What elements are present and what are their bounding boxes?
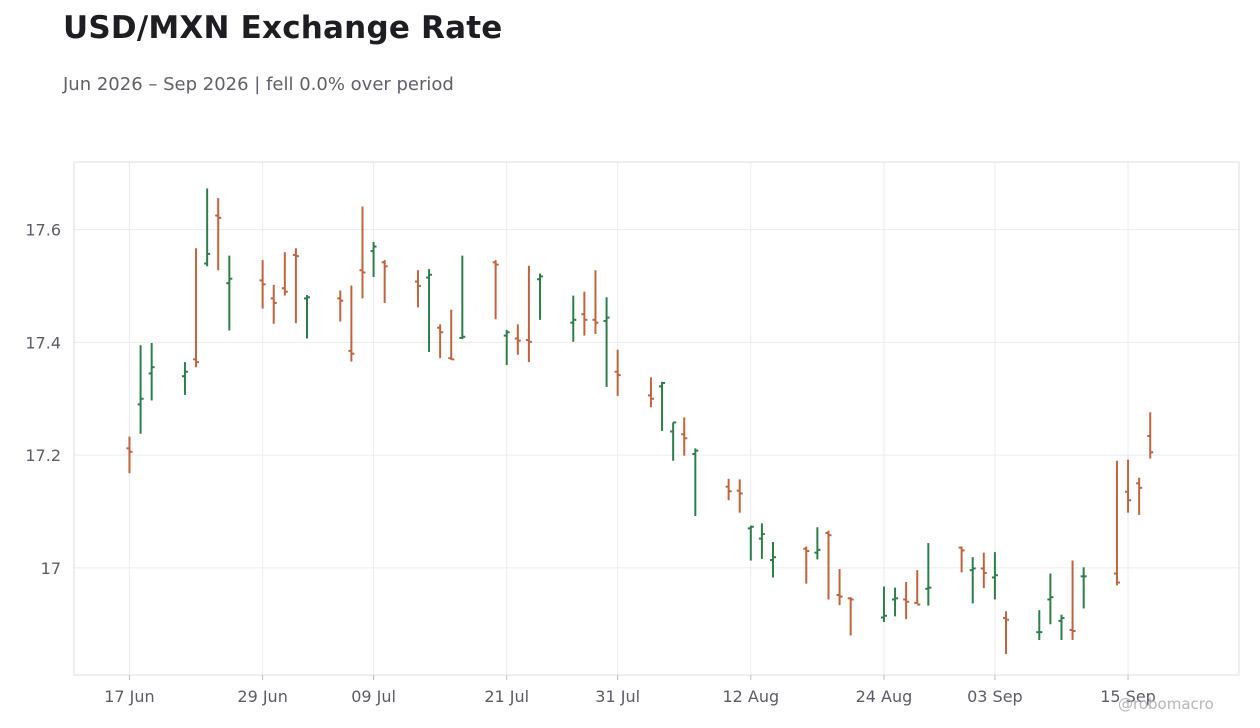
ohlc-bar xyxy=(770,541,776,578)
x-tick-label: 15 Sep xyxy=(1100,687,1156,706)
ohlc-bar xyxy=(681,417,688,456)
ohlc-bar xyxy=(991,552,998,600)
ohlc-bar xyxy=(647,377,654,408)
ohlc-bar xyxy=(980,552,987,589)
ohlc-bar xyxy=(437,324,444,359)
ohlc-bar xyxy=(137,345,144,434)
ohlc-bar xyxy=(359,206,366,299)
ohlc-bar xyxy=(459,255,466,340)
ohlc-bar xyxy=(758,523,765,559)
ohlc-bar xyxy=(1125,459,1132,513)
ohlc-bar xyxy=(614,349,621,396)
ohlc-bar xyxy=(880,586,887,623)
ohlc-bar xyxy=(692,448,699,517)
ohlc-bar xyxy=(969,557,976,604)
ohlc-bar xyxy=(292,248,299,324)
x-tick-label: 31 Jul xyxy=(595,687,640,706)
x-tick-label: 21 Jul xyxy=(484,687,529,706)
ohlc-bar xyxy=(1113,460,1120,586)
y-tick-label: 17.2 xyxy=(25,446,61,465)
y-tick-label: 17.6 xyxy=(25,221,61,240)
ohlc-bar xyxy=(381,260,388,303)
ohlc-bar xyxy=(825,530,832,600)
x-tick-label: 03 Sep xyxy=(967,687,1023,706)
ohlc-bar xyxy=(925,543,932,606)
ohlc-bar xyxy=(847,597,854,636)
ohlc-bar xyxy=(1147,412,1154,459)
ohlc-bar xyxy=(892,587,899,617)
ohlc-bar xyxy=(747,525,754,561)
ohlc-bar xyxy=(204,188,211,267)
ohlc-bar xyxy=(1036,610,1043,641)
ohlc-bar xyxy=(537,273,543,320)
ohlc-bar xyxy=(492,260,499,320)
ohlc-bar xyxy=(659,381,666,431)
ohlc-bar xyxy=(903,581,910,620)
x-tick-label: 29 Jun xyxy=(237,687,287,706)
ohlc-bar xyxy=(570,295,577,342)
ohlc-bar xyxy=(525,265,532,363)
ohlc-bar xyxy=(1047,573,1054,625)
ohlc-bar xyxy=(259,260,266,309)
ohlc-bar xyxy=(370,242,377,278)
x-axis: 17 Jun 29 Jun 09 Jul 21 Jul 31 Jul 12 Aug 24 A… xyxy=(104,675,1156,706)
ohlc-bar xyxy=(270,284,277,324)
ohlc-bar xyxy=(514,324,521,355)
ohlc-bar xyxy=(1003,611,1009,655)
x-tick-label: 24 Aug xyxy=(856,687,913,706)
ohlc-bar xyxy=(181,362,188,395)
ohlc-bar xyxy=(603,297,610,387)
chart-subtitle: Jun 2026 – Sep 2026 | fell 0.0% over per… xyxy=(63,74,454,95)
watermark-text: @robomacro xyxy=(1118,695,1214,713)
ohlc-bar xyxy=(581,291,588,336)
ohlc-bar xyxy=(814,527,821,560)
ohlc-bar xyxy=(281,252,288,296)
y-axis: 17 17.2 17.4 17.6 xyxy=(25,221,61,578)
ohlc-bar xyxy=(1080,567,1087,609)
ohlc-bar xyxy=(348,285,355,362)
ohlc-bar xyxy=(1069,560,1076,641)
x-tick-label: 09 Jul xyxy=(351,687,396,706)
ohlc-bar xyxy=(914,570,921,606)
ohlc-bar xyxy=(958,546,965,573)
ohlc-bar xyxy=(304,295,310,339)
ohlc-bar xyxy=(736,479,743,513)
ohlc-bar xyxy=(148,342,155,401)
ohlc-bar xyxy=(414,270,421,308)
ohlc-bar xyxy=(670,421,677,461)
x-tick-label: 12 Aug xyxy=(722,687,779,706)
ohlc-bar xyxy=(503,329,510,365)
ohlc-bar xyxy=(836,569,843,606)
gridlines xyxy=(74,162,1239,675)
ohlc-bar xyxy=(226,255,233,331)
ohlc-bar xyxy=(126,436,133,474)
ohlc-bar xyxy=(725,478,732,501)
ohlc-bar xyxy=(448,309,455,361)
y-tick-label: 17 xyxy=(41,559,61,578)
ohlc-bars xyxy=(126,188,1154,655)
ohlc-bar xyxy=(1058,614,1065,641)
chart-title: USD/MXN Exchange Rate xyxy=(63,10,503,46)
y-tick-label: 17.4 xyxy=(25,333,61,352)
ohlc-bar xyxy=(1136,477,1143,515)
ohlc-bar xyxy=(426,269,433,352)
ohlc-bar xyxy=(592,270,599,334)
x-tick-label: 17 Jun xyxy=(104,687,154,706)
plot-frame xyxy=(73,161,1240,676)
ohlc-bar xyxy=(803,546,810,584)
ohlc-bar xyxy=(215,198,222,271)
ohlc-bar xyxy=(193,248,200,368)
ohlc-bar xyxy=(337,290,344,322)
